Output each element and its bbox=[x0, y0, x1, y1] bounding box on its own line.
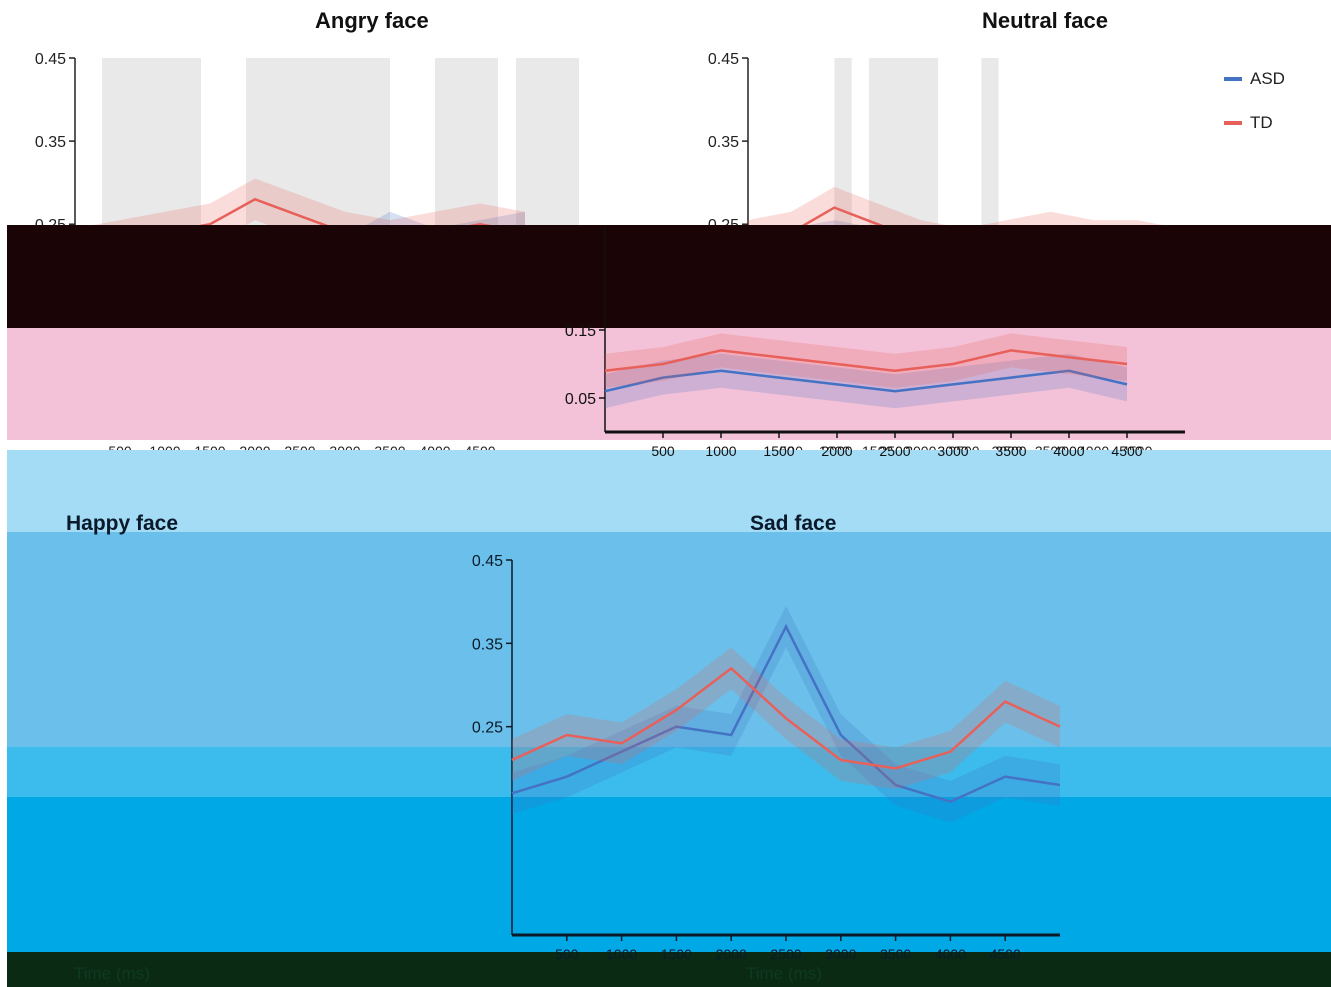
legend-td: TD bbox=[1224, 113, 1273, 133]
dark-green-band bbox=[7, 952, 1331, 987]
x-tick-label: 2500 bbox=[770, 946, 801, 962]
x-tick-label: 2000 bbox=[821, 443, 852, 459]
xlabel-left: Time (ms) bbox=[74, 964, 150, 983]
y-tick-label: 0.35 bbox=[708, 134, 739, 151]
series-line-asd bbox=[604, 369, 1128, 393]
light-blue-band bbox=[7, 450, 1331, 532]
x-tick-label: 4000 bbox=[935, 946, 966, 962]
pink-band bbox=[7, 328, 1331, 440]
x-tick-label: 1000 bbox=[705, 443, 736, 459]
ci-band-asd bbox=[605, 353, 1127, 409]
x-tick-label: 1000 bbox=[606, 946, 637, 962]
series-line-td bbox=[604, 349, 1128, 373]
x-tick-label: 4500 bbox=[1111, 443, 1142, 459]
legend-asd-label: ASD bbox=[1250, 69, 1285, 88]
x-tick-label: 4000 bbox=[1053, 443, 1084, 459]
legend-td-swatch bbox=[1224, 121, 1242, 125]
y-tick-label: 0.05 bbox=[565, 391, 596, 408]
x-tick-label: 2000 bbox=[716, 946, 747, 962]
panel-mid: 0.05 0.15 500 1000 1500 2000 2500 3000 3500 4000 4… bbox=[565, 228, 1185, 459]
legend-td-label: TD bbox=[1250, 113, 1273, 132]
panel-sad: 0.25 0.35 0.45 500 1000 1500 2000 2500 3000 3500 4… bbox=[472, 553, 1061, 962]
deep-blue-band-1 bbox=[7, 747, 1331, 797]
x-tick-label: 1500 bbox=[763, 443, 794, 459]
x-tick-label: 2500 bbox=[879, 443, 910, 459]
y-tick-label: 0.45 bbox=[472, 553, 503, 570]
deep-blue-band-2 bbox=[7, 797, 1331, 952]
x-tick-label: 3000 bbox=[937, 443, 968, 459]
legend-asd-swatch bbox=[1224, 77, 1242, 81]
series-line-td bbox=[511, 666, 1061, 770]
x-tick-label: 4500 bbox=[990, 946, 1021, 962]
y-tick-label: 0.35 bbox=[35, 134, 66, 151]
title-happy: Happy face bbox=[66, 512, 179, 535]
y-tick-label: 0.15 bbox=[565, 323, 596, 340]
x-tick-label: 3000 bbox=[825, 946, 856, 962]
x-tick-label: 1500 bbox=[661, 946, 692, 962]
ci-band-td bbox=[605, 333, 1127, 388]
title-neutral: Neutral face bbox=[982, 8, 1108, 33]
title-angry: Angry face bbox=[315, 8, 429, 33]
y-tick-label: 0.25 bbox=[472, 720, 503, 737]
x-tick-label: 500 bbox=[555, 946, 579, 962]
x-tick-label: 3500 bbox=[880, 946, 911, 962]
legend-asd: ASD bbox=[1224, 69, 1285, 89]
x-tick-label: 3500 bbox=[995, 443, 1026, 459]
xlabel-right: Time (ms) bbox=[746, 964, 822, 983]
title-sad: Sad face bbox=[750, 512, 837, 535]
series-line-asd bbox=[511, 623, 1061, 804]
y-tick-label: 0.35 bbox=[472, 636, 503, 653]
x-tick-label: 500 bbox=[651, 443, 675, 459]
mid-blue-band bbox=[7, 532, 1331, 747]
dark-band bbox=[7, 225, 1331, 328]
y-tick-label: 0.45 bbox=[35, 51, 66, 68]
y-tick-label: 0.45 bbox=[708, 51, 739, 68]
